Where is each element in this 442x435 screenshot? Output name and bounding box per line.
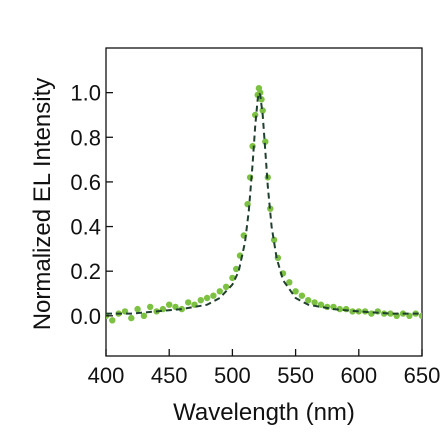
data-point [197,297,204,304]
data-point [203,294,211,302]
data-point [311,299,318,306]
data-point [418,312,422,319]
y-tick-label: 0.6 [70,170,101,195]
x-tick-label: 450 [151,363,188,388]
plot-frame [105,47,423,357]
data-point [267,205,274,212]
data-point [258,96,265,103]
x-tick-label: 600 [340,363,377,388]
data-point [178,305,185,313]
x-axis: 400 450 500 550 600 650 [88,349,441,388]
data-point [109,317,116,324]
y-axis: 0.0 0.2 0.4 0.6 0.8 1.0 [70,81,113,329]
x-tick-label: 550 [277,363,314,388]
x-tick-label: 400 [88,363,125,388]
data-point [128,314,135,322]
y-tick-label: 0.2 [70,259,101,284]
data-point [305,297,312,304]
data-point [249,143,256,150]
data-point [368,310,375,317]
data-point [166,301,173,308]
data-point [286,279,293,286]
x-tick-label: 500 [214,363,251,388]
data-point [317,301,325,308]
data-point [257,89,264,96]
data-point [222,283,230,290]
data-point [229,274,236,282]
data-point [216,288,223,295]
data-point [355,308,362,315]
y-axis-label: Normalized EL Intensity [29,78,56,331]
data-point [172,303,179,311]
fit-line [106,89,422,315]
data-point [147,303,154,311]
data-point [262,138,269,145]
data-point [140,312,148,319]
data-point [298,292,306,299]
chart-marks [106,85,422,324]
x-tick-label: 650 [404,363,441,388]
x-axis-label: Wavelength (nm) [173,399,355,426]
y-tick-label: 0.8 [70,125,101,150]
y-tick-label: 1.0 [70,81,101,106]
data-point [210,292,217,299]
y-tick-label: 0.4 [70,215,101,240]
data-point [134,305,141,313]
data-point [387,310,394,317]
data-point [185,299,192,306]
data-point [349,308,356,315]
data-point [336,305,343,313]
data-point [233,265,240,273]
y-tick-label: 0.0 [70,304,101,329]
data-point [292,288,299,295]
